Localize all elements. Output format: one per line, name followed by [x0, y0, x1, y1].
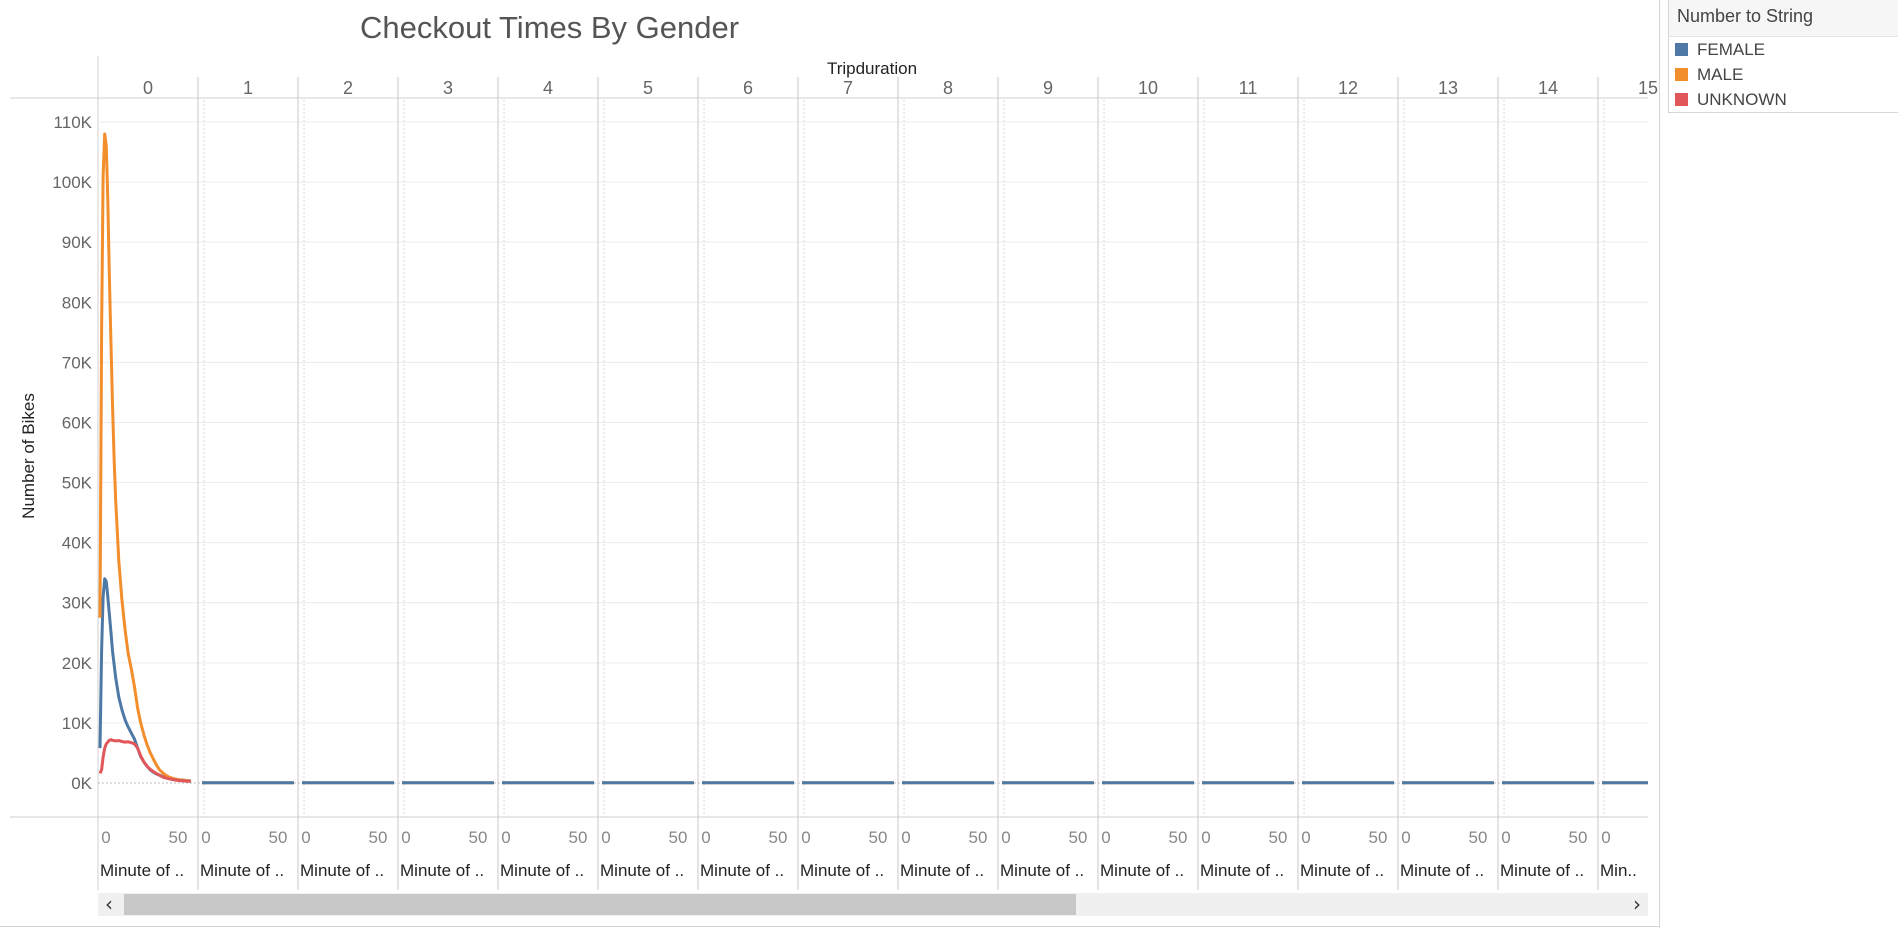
panel-header: 8 [943, 78, 953, 98]
x-tick-label: 0 [1201, 828, 1210, 847]
x-tick-label: 50 [469, 828, 488, 847]
panel-x-axis-title: Min.. [1600, 861, 1637, 880]
panel-x-axis-title: Minute of .. [1400, 861, 1484, 880]
panel-header: 0 [143, 78, 153, 98]
x-tick-label: 50 [269, 828, 288, 847]
column-header: Tripduration [827, 59, 917, 78]
x-tick-label: 0 [101, 828, 110, 847]
legend-swatch-female [1675, 43, 1688, 56]
legend-label-unknown: UNKNOWN [1697, 89, 1787, 109]
legend-label-male: MALE [1697, 64, 1744, 84]
panel-header: 9 [1043, 78, 1053, 98]
chart-area: 0 1 2 3 4 5 6 7 8 9 10 11 12 13 14 15 0K10K20K30K40K50K… [10, 56, 1658, 890]
panel-header: 14 [1538, 78, 1558, 98]
legend: Number to String FEMALE MALE UNKNOWN [1668, 0, 1898, 113]
panel-x-axis-title: Minute of .. [800, 861, 884, 880]
x-tick-label: 50 [969, 828, 988, 847]
x-tick-label: 0 [401, 828, 410, 847]
x-tick-label: 50 [1069, 828, 1088, 847]
x-tick-label: 0 [501, 828, 510, 847]
legend-item-female[interactable]: FEMALE [1669, 37, 1898, 62]
panel-header: 2 [343, 78, 353, 98]
legend-swatch-male [1675, 68, 1688, 81]
chart-title: Checkout Times By Gender [360, 10, 740, 45]
panel-header: 6 [743, 78, 753, 98]
x-tick-label: 0 [1301, 828, 1310, 847]
x-tick-label: 0 [1401, 828, 1410, 847]
x-tick-label: 0 [1501, 828, 1510, 847]
view-right-border [1659, 0, 1660, 928]
y-tick-label: 20K [62, 654, 93, 673]
panel-header: 3 [443, 78, 453, 98]
panel-x-axis-title: Minute of .. [400, 861, 484, 880]
panel-header: 5 [643, 78, 653, 98]
x-tick-label: 0 [601, 828, 610, 847]
x-tick-label: 50 [869, 828, 888, 847]
panel-x-axis-title: Minute of .. [100, 861, 184, 880]
legend-item-male[interactable]: MALE [1669, 62, 1898, 87]
panel-x-axis-title: Minute of .. [1000, 861, 1084, 880]
series-line-unknown[interactable] [98, 738, 191, 783]
panel-header: 12 [1338, 78, 1358, 98]
y-tick-label: 100K [52, 173, 92, 192]
panel-header: 15 [1638, 78, 1658, 98]
x-tick-label: 0 [1601, 828, 1610, 847]
y-axis-title: Number of Bikes [19, 393, 38, 519]
panel-x-axis-title: Minute of .. [1500, 861, 1584, 880]
x-tick-label: 50 [1269, 828, 1288, 847]
panel-header: 1 [243, 78, 253, 98]
panel-header: 7 [843, 78, 853, 98]
legend-title: Number to String [1669, 0, 1898, 37]
x-tick-label: 50 [169, 828, 188, 847]
panel-x-axis-title: Minute of .. [1200, 861, 1284, 880]
legend-label-female: FEMALE [1697, 39, 1766, 59]
x-tick-label: 50 [1369, 828, 1388, 847]
x-tick-label: 50 [1169, 828, 1188, 847]
scroll-thumb[interactable] [124, 894, 1076, 915]
series-line-female[interactable] [98, 577, 192, 783]
x-tick-label: 50 [369, 828, 388, 847]
x-tick-label: 0 [301, 828, 310, 847]
panel-x-axis-title: Minute of .. [200, 861, 284, 880]
x-tick-label: 0 [701, 828, 710, 847]
panel-header: 10 [1138, 78, 1158, 98]
series-line-male[interactable] [98, 132, 192, 783]
y-tick-label: 110K [54, 113, 93, 132]
y-tick-label: 50K [62, 474, 93, 493]
y-tick-label: 70K [62, 353, 93, 372]
panel-header: 4 [543, 78, 553, 98]
x-tick-label: 50 [769, 828, 788, 847]
legend-item-unknown[interactable]: UNKNOWN [1669, 87, 1898, 112]
scroll-left-icon[interactable]: ‹ [105, 892, 113, 916]
x-tick-label: 0 [201, 828, 210, 847]
y-tick-label: 90K [62, 233, 93, 252]
panel-x-axis-title: Minute of .. [900, 861, 984, 880]
panel-x-axis-title: Minute of .. [700, 861, 784, 880]
y-tick-label: 80K [62, 293, 93, 312]
horizontal-scrollbar[interactable]: ‹ › [98, 893, 1648, 916]
x-tick-label: 50 [569, 828, 588, 847]
y-tick-label: 10K [62, 714, 93, 733]
x-tick-label: 0 [1101, 828, 1110, 847]
x-tick-label: 50 [1469, 828, 1488, 847]
x-tick-label: 0 [801, 828, 810, 847]
scroll-right-icon[interactable]: › [1633, 892, 1641, 916]
panel-x-axis-title: Minute of .. [300, 861, 384, 880]
x-tick-label: 0 [901, 828, 910, 847]
legend-swatch-unknown [1675, 93, 1688, 106]
y-tick-label: 40K [62, 534, 93, 553]
y-tick-label: 60K [62, 413, 93, 432]
panel-x-axis-title: Minute of .. [600, 861, 684, 880]
x-tick-label: 50 [669, 828, 688, 847]
panel-x-axis-title: Minute of .. [1100, 861, 1184, 880]
panel-x-axis-title: Minute of .. [1300, 861, 1384, 880]
panel-x-axis-title: Minute of .. [500, 861, 584, 880]
view-bottom-border [0, 926, 1660, 927]
panel-header: 13 [1438, 78, 1458, 98]
x-tick-label: 50 [1569, 828, 1588, 847]
y-tick-label: 30K [62, 594, 93, 613]
panel-header: 11 [1239, 78, 1258, 98]
y-tick-label: 0K [71, 774, 92, 793]
x-tick-label: 0 [1001, 828, 1010, 847]
